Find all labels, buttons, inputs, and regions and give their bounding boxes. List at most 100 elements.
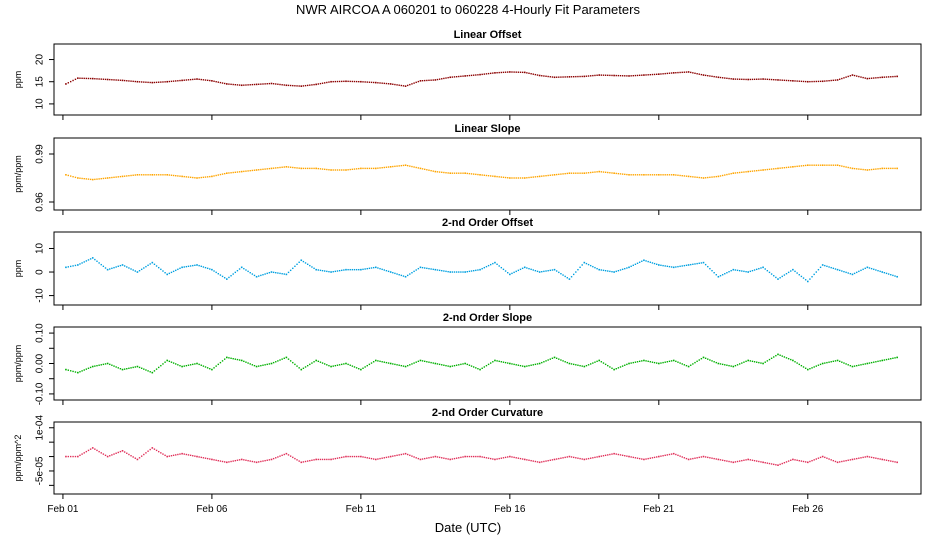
data-point-interp — [411, 83, 413, 85]
data-point-interp — [575, 457, 577, 459]
data-point-interp — [666, 72, 669, 75]
data-point-interp — [145, 81, 147, 83]
data-point-interp — [113, 79, 115, 81]
data-point-interp — [700, 262, 703, 264]
data-point-interp — [168, 360, 171, 363]
data-point-interp — [611, 453, 613, 455]
data-point — [568, 172, 571, 174]
data-point-interp — [79, 454, 81, 457]
data-point — [821, 164, 824, 166]
data-point-interp — [228, 461, 230, 463]
data-point-interp — [560, 173, 562, 175]
data-point-interp — [692, 363, 694, 365]
data-point-interp — [379, 360, 381, 363]
data-point-interp — [162, 174, 164, 176]
data-point-interp — [724, 174, 726, 176]
data-point-interp — [470, 270, 473, 272]
data-point-interp — [347, 268, 349, 271]
data-point-interp — [668, 72, 671, 74]
data-point — [494, 359, 496, 362]
data-point-interp — [206, 79, 209, 82]
data-point-interp — [424, 360, 426, 363]
data-point-interp — [817, 457, 820, 459]
data-point — [702, 455, 705, 458]
data-point-interp — [213, 367, 215, 369]
data-point — [374, 266, 377, 269]
data-point-interp — [192, 176, 194, 179]
data-point-interp — [711, 176, 713, 178]
data-point-interp — [451, 271, 454, 273]
data-point-interp — [172, 362, 175, 364]
data-point — [687, 458, 690, 461]
data-point-interp — [79, 263, 81, 265]
data-point-interp — [319, 269, 322, 272]
data-point — [628, 174, 630, 176]
data-point-interp — [870, 361, 873, 364]
data-point — [255, 83, 258, 86]
data-point-interp — [683, 364, 686, 366]
data-point-interp — [681, 265, 683, 267]
data-point-interp — [768, 168, 771, 171]
data-point-interp — [775, 276, 777, 279]
data-point — [166, 80, 169, 83]
data-point-interp — [117, 367, 119, 369]
data-point — [628, 75, 630, 77]
data-point-interp — [443, 77, 445, 80]
data-point-interp — [160, 452, 162, 454]
data-point-interp — [130, 455, 132, 457]
data-point-interp — [283, 166, 285, 168]
data-point-interp — [562, 76, 564, 78]
data-point-interp — [402, 453, 405, 455]
data-point — [553, 356, 556, 359]
data-point — [65, 266, 67, 269]
data-point-interp — [260, 364, 262, 367]
data-point-interp — [100, 263, 102, 266]
data-point-interp — [472, 173, 475, 175]
data-point-interp — [634, 457, 637, 459]
data-point-interp — [615, 172, 617, 175]
data-point-interp — [400, 453, 403, 456]
data-point-interp — [89, 178, 92, 181]
data-point-interp — [304, 84, 307, 87]
data-point — [896, 275, 898, 278]
data-point-interp — [611, 367, 613, 369]
data-point-interp — [785, 357, 788, 359]
data-point — [881, 359, 884, 362]
data-point — [65, 455, 67, 458]
data-point-interp — [281, 166, 283, 168]
data-point-interp — [275, 457, 277, 459]
data-point-interp — [587, 75, 590, 77]
data-point-interp — [632, 264, 634, 267]
data-point — [404, 365, 407, 368]
data-point-interp — [841, 165, 843, 167]
data-point-interp — [243, 360, 245, 363]
data-point — [806, 368, 809, 371]
data-point-interp — [321, 269, 324, 272]
data-point-interp — [834, 460, 837, 463]
data-point-interp — [894, 357, 896, 359]
data-point-interp — [832, 459, 835, 462]
data-point-interp — [336, 80, 339, 83]
data-point-interp — [67, 369, 70, 371]
data-point-interp — [887, 358, 890, 360]
data-point-interp — [164, 81, 166, 83]
data-point — [106, 455, 109, 458]
data-point-interp — [668, 360, 671, 363]
data-point-interp — [219, 81, 222, 84]
data-point-interp — [560, 457, 562, 459]
data-point-interp — [296, 459, 298, 461]
data-point-interp — [143, 368, 145, 370]
data-point-interp — [668, 453, 671, 456]
data-point-interp — [98, 78, 100, 80]
data-point-interp — [398, 84, 400, 86]
data-point-interp — [402, 85, 405, 87]
data-point-interp — [185, 453, 188, 456]
data-point-interp — [779, 463, 781, 466]
data-point-interp — [704, 357, 707, 359]
data-point-interp — [555, 76, 558, 78]
data-point-interp — [647, 360, 649, 363]
data-point — [538, 461, 541, 464]
data-point — [121, 450, 124, 452]
data-point — [509, 362, 511, 365]
data-point-interp — [179, 267, 181, 270]
